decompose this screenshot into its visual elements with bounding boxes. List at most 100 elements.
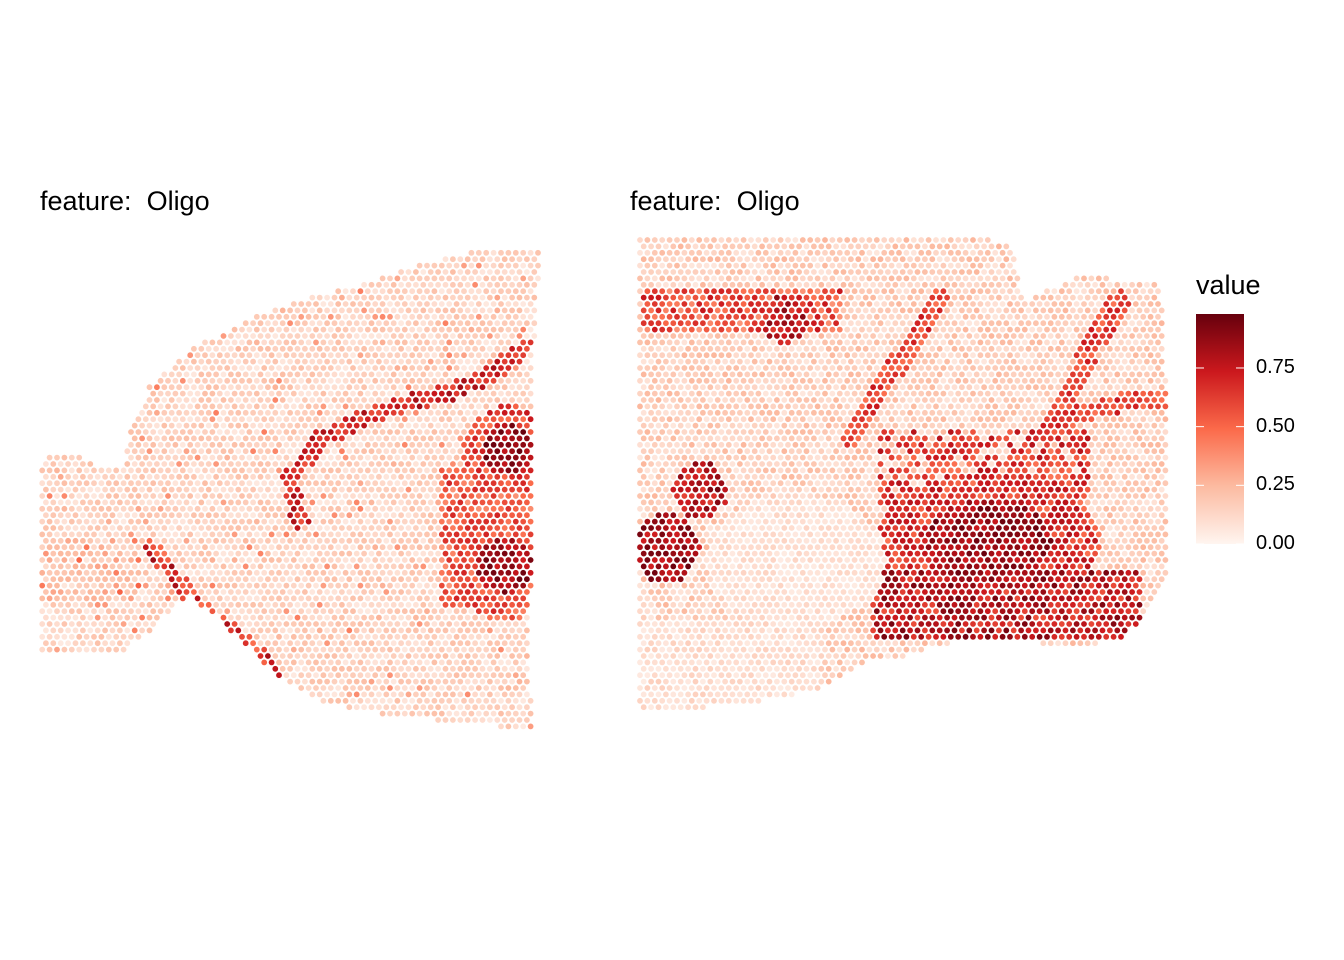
left-spot <box>238 466 246 474</box>
left-spot <box>79 486 87 494</box>
left-spot <box>83 466 91 474</box>
left-spot <box>201 415 209 423</box>
left-spot <box>323 447 331 455</box>
left-spot <box>453 569 461 577</box>
left-spot <box>49 460 57 468</box>
left-spot <box>367 434 375 442</box>
left-spot <box>201 441 209 449</box>
left-spot <box>160 575 168 583</box>
left-spot <box>138 447 146 455</box>
left-spot <box>371 326 379 334</box>
left-spot <box>490 249 498 257</box>
left-spot <box>519 505 527 513</box>
left-spot <box>305 607 313 615</box>
left-spot <box>379 428 387 436</box>
right-spot <box>884 332 892 340</box>
right-spot <box>888 351 896 359</box>
right-spot <box>643 313 651 321</box>
right-spot <box>806 300 814 308</box>
left-spot <box>438 556 446 564</box>
left-spot <box>527 428 535 436</box>
left-spot <box>367 281 375 289</box>
right-spot <box>788 306 796 314</box>
left-spot <box>138 422 146 430</box>
left-spot <box>109 486 117 494</box>
right-spot <box>1095 338 1103 346</box>
left-spot <box>464 678 472 686</box>
right-spot-map <box>636 236 1169 711</box>
right-spot <box>1043 351 1051 359</box>
left-spot <box>512 377 520 385</box>
right-spot <box>1143 319 1151 327</box>
left-spot <box>453 479 461 487</box>
right-spot <box>947 313 955 321</box>
right-spot <box>658 338 666 346</box>
left-spot <box>268 313 276 321</box>
left-spot <box>256 524 264 532</box>
right-spot <box>910 262 918 270</box>
right-spot <box>1147 326 1155 334</box>
left-spot <box>190 383 198 391</box>
right-spot <box>754 236 762 244</box>
left-spot <box>512 262 520 270</box>
right-spot <box>984 338 992 346</box>
left-spot <box>519 326 527 334</box>
right-spot <box>688 236 696 244</box>
right-spot <box>651 236 659 244</box>
right-spot <box>747 236 755 244</box>
right-spot <box>965 345 973 353</box>
right-spot <box>913 319 921 327</box>
left-spot <box>83 530 91 538</box>
right-spot <box>1010 358 1018 366</box>
right-spot <box>795 370 803 378</box>
left-spot <box>319 338 327 346</box>
right-spot <box>984 249 992 257</box>
left-spot <box>501 255 509 263</box>
left-spot <box>438 646 446 654</box>
right-spot <box>939 313 947 321</box>
right-spot <box>976 364 984 372</box>
left-spot <box>160 383 168 391</box>
left-spot <box>438 454 446 462</box>
left-spot <box>478 434 486 442</box>
left-spot <box>197 537 205 545</box>
right-spot <box>651 351 659 359</box>
left-spot <box>342 582 350 590</box>
left-spot <box>194 466 202 474</box>
left-spot <box>349 415 357 423</box>
left-spot <box>330 614 338 622</box>
left-spot <box>364 454 372 462</box>
left-spot <box>316 358 324 366</box>
left-spot <box>449 562 457 570</box>
left-spot <box>186 351 194 359</box>
left-spot <box>382 281 390 289</box>
left-spot <box>330 626 338 634</box>
left-spot <box>427 306 435 314</box>
right-spot <box>976 338 984 346</box>
left-spot <box>319 505 327 513</box>
left-spot <box>490 274 498 282</box>
left-spot <box>445 710 453 718</box>
left-spot <box>467 313 475 321</box>
left-spot <box>504 326 512 334</box>
left-spot <box>364 569 372 577</box>
left-spot <box>223 505 231 513</box>
left-spot <box>245 390 253 398</box>
right-spot <box>647 345 655 353</box>
left-spot <box>334 671 342 679</box>
left-spot <box>512 594 520 602</box>
left-spot <box>504 415 512 423</box>
right-spot <box>647 332 655 340</box>
left-spot <box>386 671 394 679</box>
right-spot <box>758 281 766 289</box>
left-spot <box>404 434 412 442</box>
right-spot <box>858 313 866 321</box>
left-spot <box>367 690 375 698</box>
left-spot <box>268 607 276 615</box>
right-spot <box>995 268 1003 276</box>
left-spot <box>475 351 483 359</box>
left-spot <box>390 473 398 481</box>
left-spot <box>393 505 401 513</box>
left-spot <box>327 582 335 590</box>
left-spot <box>279 601 287 609</box>
